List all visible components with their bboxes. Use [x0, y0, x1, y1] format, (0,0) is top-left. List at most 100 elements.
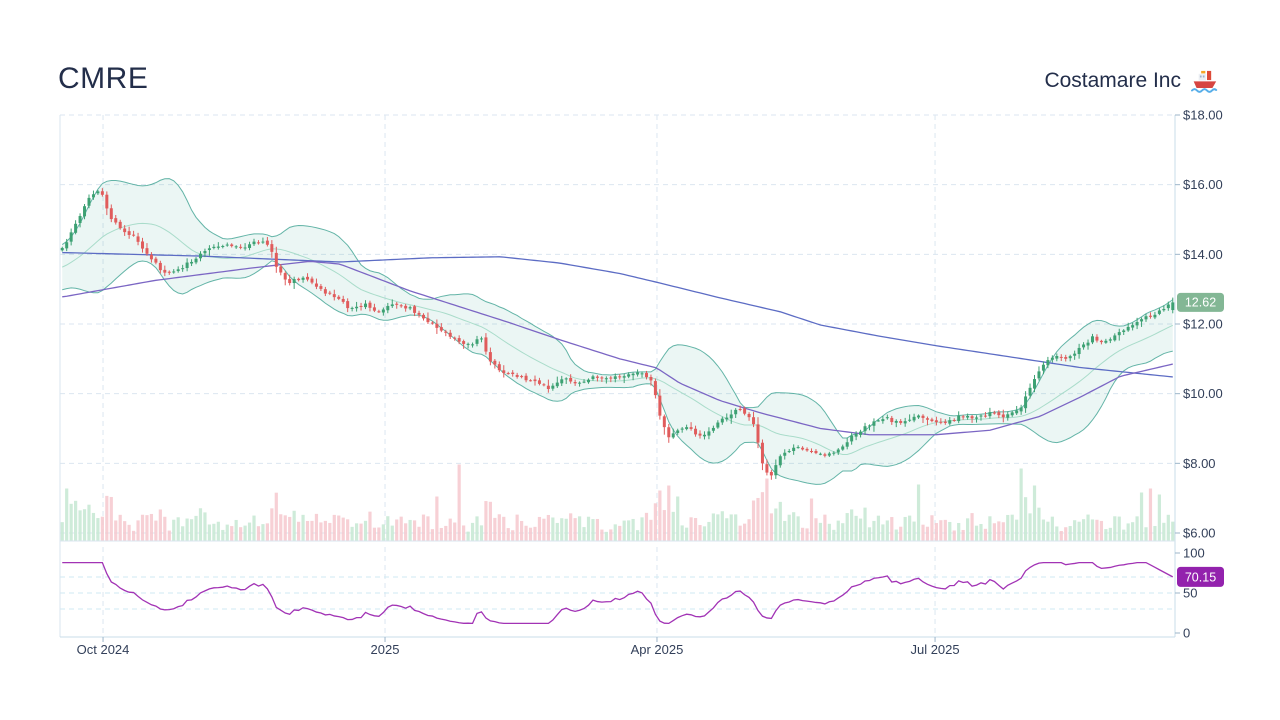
volume-bar: [96, 518, 100, 541]
volume-bar: [1010, 514, 1014, 541]
price-axis-label: $12.00: [1183, 317, 1223, 332]
volume-bar: [560, 518, 564, 541]
volume-bar: [881, 524, 885, 541]
volume-bar: [426, 516, 430, 541]
price-axis-label: $14.00: [1183, 247, 1223, 262]
volume-bar: [502, 516, 506, 541]
volume-bar: [82, 509, 87, 541]
volume-bar: [123, 521, 127, 541]
volume-bar: [591, 519, 595, 541]
volume-bar: [1059, 530, 1063, 541]
volume-bar: [836, 520, 840, 541]
rsi-axis-label: 0: [1183, 626, 1190, 641]
x-axis-label: Oct 2024: [77, 642, 130, 657]
volume-bar: [952, 530, 956, 541]
volume-bar: [832, 529, 836, 541]
rsi-value-badge: 70.15: [1177, 566, 1224, 587]
volume-bar: [408, 519, 412, 541]
volume-bar: [756, 497, 760, 541]
volume-bar: [890, 517, 894, 541]
volume-bar: [1006, 514, 1010, 541]
volume-bar: [787, 514, 791, 541]
price-axis-label: $18.00: [1183, 108, 1223, 123]
volume-bar: [221, 529, 225, 541]
volume-bar: [992, 523, 996, 541]
volume-bar: [600, 529, 604, 541]
volume-bar: [439, 527, 443, 541]
volume-bar: [297, 521, 301, 541]
volume-bar: [372, 527, 377, 541]
volume-bar: [707, 521, 711, 541]
volume-bar: [800, 527, 805, 541]
volume-bar: [604, 531, 608, 541]
volume-bar: [114, 520, 118, 541]
volume-bar: [644, 512, 649, 541]
volume-bar: [421, 514, 426, 541]
volume-bar: [747, 519, 751, 541]
rsi-value: 70.15: [1185, 570, 1216, 584]
volume-bar: [87, 504, 91, 541]
ma200-line: [62, 251, 1173, 378]
volume-bar: [841, 523, 845, 541]
volume-bar: [711, 513, 715, 541]
volume-bar: [885, 520, 889, 541]
volume-bar: [702, 526, 707, 541]
volume-bar: [1073, 520, 1077, 541]
volume-bar: [74, 500, 78, 541]
volume-bar: [475, 516, 479, 541]
volume-bar: [970, 513, 974, 541]
volume-bar: [1086, 514, 1090, 541]
volume-bar: [528, 527, 533, 541]
volume-bar: [479, 525, 484, 541]
volume-bar: [310, 520, 314, 541]
volume-bar: [265, 523, 269, 541]
volume-bar: [908, 515, 912, 541]
volume-bar: [1122, 529, 1126, 541]
volume-bar: [809, 498, 814, 541]
volume-bar: [488, 501, 492, 541]
volume-bar: [354, 523, 359, 541]
volume-bar: [854, 515, 858, 541]
volume-bar: [234, 519, 238, 541]
volume-bar: [867, 527, 872, 541]
volume-bar: [118, 514, 122, 541]
volume-bar: [649, 519, 653, 541]
volume-bar: [194, 515, 198, 541]
volume-bar: [778, 501, 782, 541]
volume-bar: [827, 523, 831, 541]
price-axis-label: $10.00: [1183, 386, 1223, 401]
volume-bar: [653, 503, 658, 541]
volume-bar: [430, 529, 435, 541]
volume-bar: [1117, 516, 1121, 541]
volume-bar: [774, 508, 778, 541]
volume-bar: [658, 490, 662, 541]
volume-bar: [577, 516, 582, 541]
volume-bar: [189, 519, 194, 541]
volume-bar: [100, 516, 104, 541]
volume-bar: [1108, 527, 1112, 541]
volume-bar: [225, 524, 229, 541]
volume-bar: [1028, 513, 1032, 541]
volume-bar: [698, 525, 702, 541]
volume-bar: [212, 523, 216, 541]
volume-bar: [520, 520, 524, 541]
volume-bar: [814, 518, 818, 541]
axes: $18.00 $16.00 $14.00 $12.00 $10.00 $8.00 $6.00…: [77, 108, 1223, 658]
company-name: Costamare Inc: [1044, 68, 1181, 92]
volume-bar: [515, 514, 519, 541]
volume-bar: [1081, 519, 1086, 541]
volume-bar: [1015, 519, 1019, 541]
volume-bar: [983, 528, 988, 541]
ship-icon: [1191, 68, 1218, 93]
volume-bar: [1095, 519, 1099, 541]
volume-bar: [569, 513, 573, 541]
volume-bar: [207, 524, 212, 541]
volume-bar: [256, 526, 261, 541]
volume-bar: [1077, 521, 1081, 541]
volume-bar: [899, 526, 903, 541]
volume-bar: [270, 508, 274, 541]
volume-bar: [484, 501, 488, 541]
volume-bar: [693, 518, 698, 541]
volume-bar: [542, 518, 546, 541]
